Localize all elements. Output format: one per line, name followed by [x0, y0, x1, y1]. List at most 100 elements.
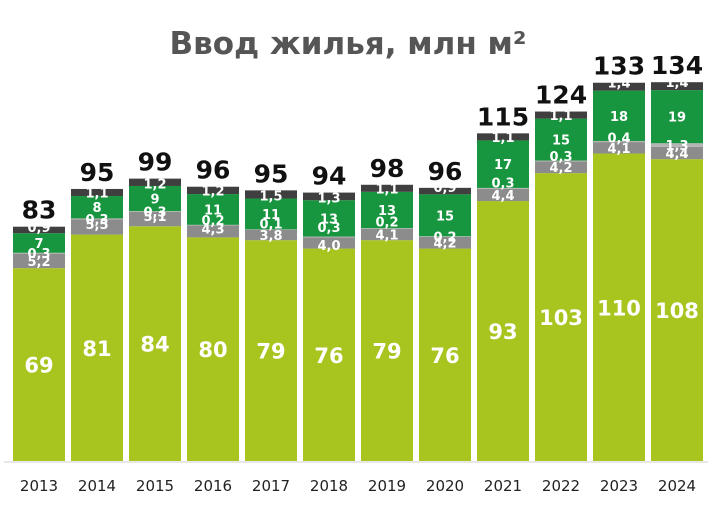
data-label: 4,2 [549, 161, 572, 176]
bar-segment [593, 140, 645, 143]
bar-segment [71, 234, 123, 461]
data-label: 11 [262, 208, 280, 223]
bar-segment [245, 229, 297, 241]
bar-segment [361, 191, 413, 229]
bar-segment [419, 236, 471, 237]
x-tick-label: 2018 [310, 477, 348, 495]
data-label: 0,2 [433, 231, 456, 246]
data-label: 108 [655, 299, 699, 323]
bar-segment [187, 194, 239, 225]
data-label: 4,0 [317, 239, 340, 254]
total-label: 96 [428, 157, 463, 186]
total-label: 96 [196, 156, 231, 185]
bar-segment [13, 233, 65, 253]
data-label: 93 [488, 320, 517, 344]
bar-segment [13, 268, 65, 461]
bar-segment [535, 173, 587, 462]
data-label: 1,2 [201, 184, 224, 199]
data-label: 1,5 [259, 189, 282, 204]
data-label: 4,1 [375, 228, 398, 243]
x-tick-label: 2013 [20, 477, 58, 495]
data-label: 1,1 [491, 131, 514, 146]
bars-group [13, 82, 703, 462]
bar-segment [593, 90, 645, 141]
data-label: 5,2 [27, 255, 50, 270]
x-tick-label: 2022 [542, 477, 580, 495]
bar-segment [187, 186, 239, 195]
bar-segment [651, 90, 703, 144]
bar-segment [129, 185, 181, 212]
data-label: 1,2 [143, 177, 166, 192]
bar-segment [71, 188, 123, 197]
data-label: 76 [430, 344, 459, 368]
total-label: 99 [138, 148, 173, 177]
data-label: 4,4 [491, 189, 514, 204]
bar-segment [651, 159, 703, 461]
bar-segment [187, 224, 239, 226]
data-label: 79 [372, 340, 401, 364]
data-label: 5,5 [85, 218, 108, 233]
x-tick-label: 2015 [136, 477, 174, 495]
bar-segment [651, 143, 703, 147]
bar-segment [593, 82, 645, 91]
data-label: 1,3 [317, 191, 340, 206]
bar-segment [361, 228, 413, 241]
bar-segment [303, 236, 355, 238]
data-label: 0,3 [85, 213, 108, 228]
data-label: 4,1 [607, 142, 630, 157]
data-label: 17 [494, 158, 512, 173]
data-label: 0,1 [259, 217, 282, 232]
data-label: 9 [150, 193, 159, 208]
bar-segment [419, 248, 471, 461]
bar-segment [361, 184, 413, 192]
bar-segment [419, 187, 471, 195]
bar-segment [477, 140, 529, 188]
bar-segment [303, 192, 355, 201]
data-label: 18 [610, 110, 628, 125]
total-label: 95 [80, 158, 115, 187]
data-label: 3,8 [259, 229, 282, 244]
bar-segment [535, 161, 587, 174]
data-label: 8 [92, 201, 101, 216]
data-label: 0,3 [27, 247, 50, 262]
data-label: 0,3 [491, 176, 514, 191]
data-label: 19 [668, 111, 686, 126]
data-label: 79 [256, 340, 285, 364]
bar-segment [245, 198, 297, 230]
bar-segment [13, 252, 65, 254]
data-label: 7 [34, 237, 43, 252]
bar-segment [361, 240, 413, 461]
bar-segment [129, 178, 181, 186]
data-label: 4,2 [433, 237, 456, 252]
total-label: 94 [312, 162, 347, 191]
bar-segment [303, 248, 355, 461]
data-label: 0,3 [143, 206, 166, 221]
data-label: 5,1 [143, 210, 166, 225]
data-label: 13 [320, 212, 338, 227]
data-label: 76 [314, 344, 343, 368]
data-label: 4,4 [665, 147, 688, 162]
bar-segment [303, 237, 355, 249]
bar-segment [187, 237, 239, 461]
data-label: 80 [198, 338, 227, 362]
total-label: 83 [22, 196, 57, 225]
bar-segment [419, 194, 471, 237]
data-label: 1,1 [85, 186, 108, 201]
data-label: 1,1 [549, 109, 572, 124]
bar-segment [477, 201, 529, 461]
bar-segment [419, 236, 471, 249]
chart-title: Ввод жилья, млн м² [170, 26, 527, 62]
data-label: 0,4 [607, 132, 630, 147]
data-label: 69 [24, 354, 53, 378]
x-tick-label: 2021 [484, 477, 522, 495]
data-label: 81 [82, 337, 111, 361]
x-tick-label: 2016 [194, 477, 232, 495]
data-label: 84 [140, 333, 169, 357]
data-label: 1,4 [607, 77, 630, 92]
bar-segment [535, 160, 587, 162]
bar-segment [187, 225, 239, 238]
bar-segment [129, 211, 181, 212]
bar-segment [71, 219, 123, 235]
data-label: 1,4 [665, 76, 688, 91]
total-label: 134 [651, 51, 703, 80]
